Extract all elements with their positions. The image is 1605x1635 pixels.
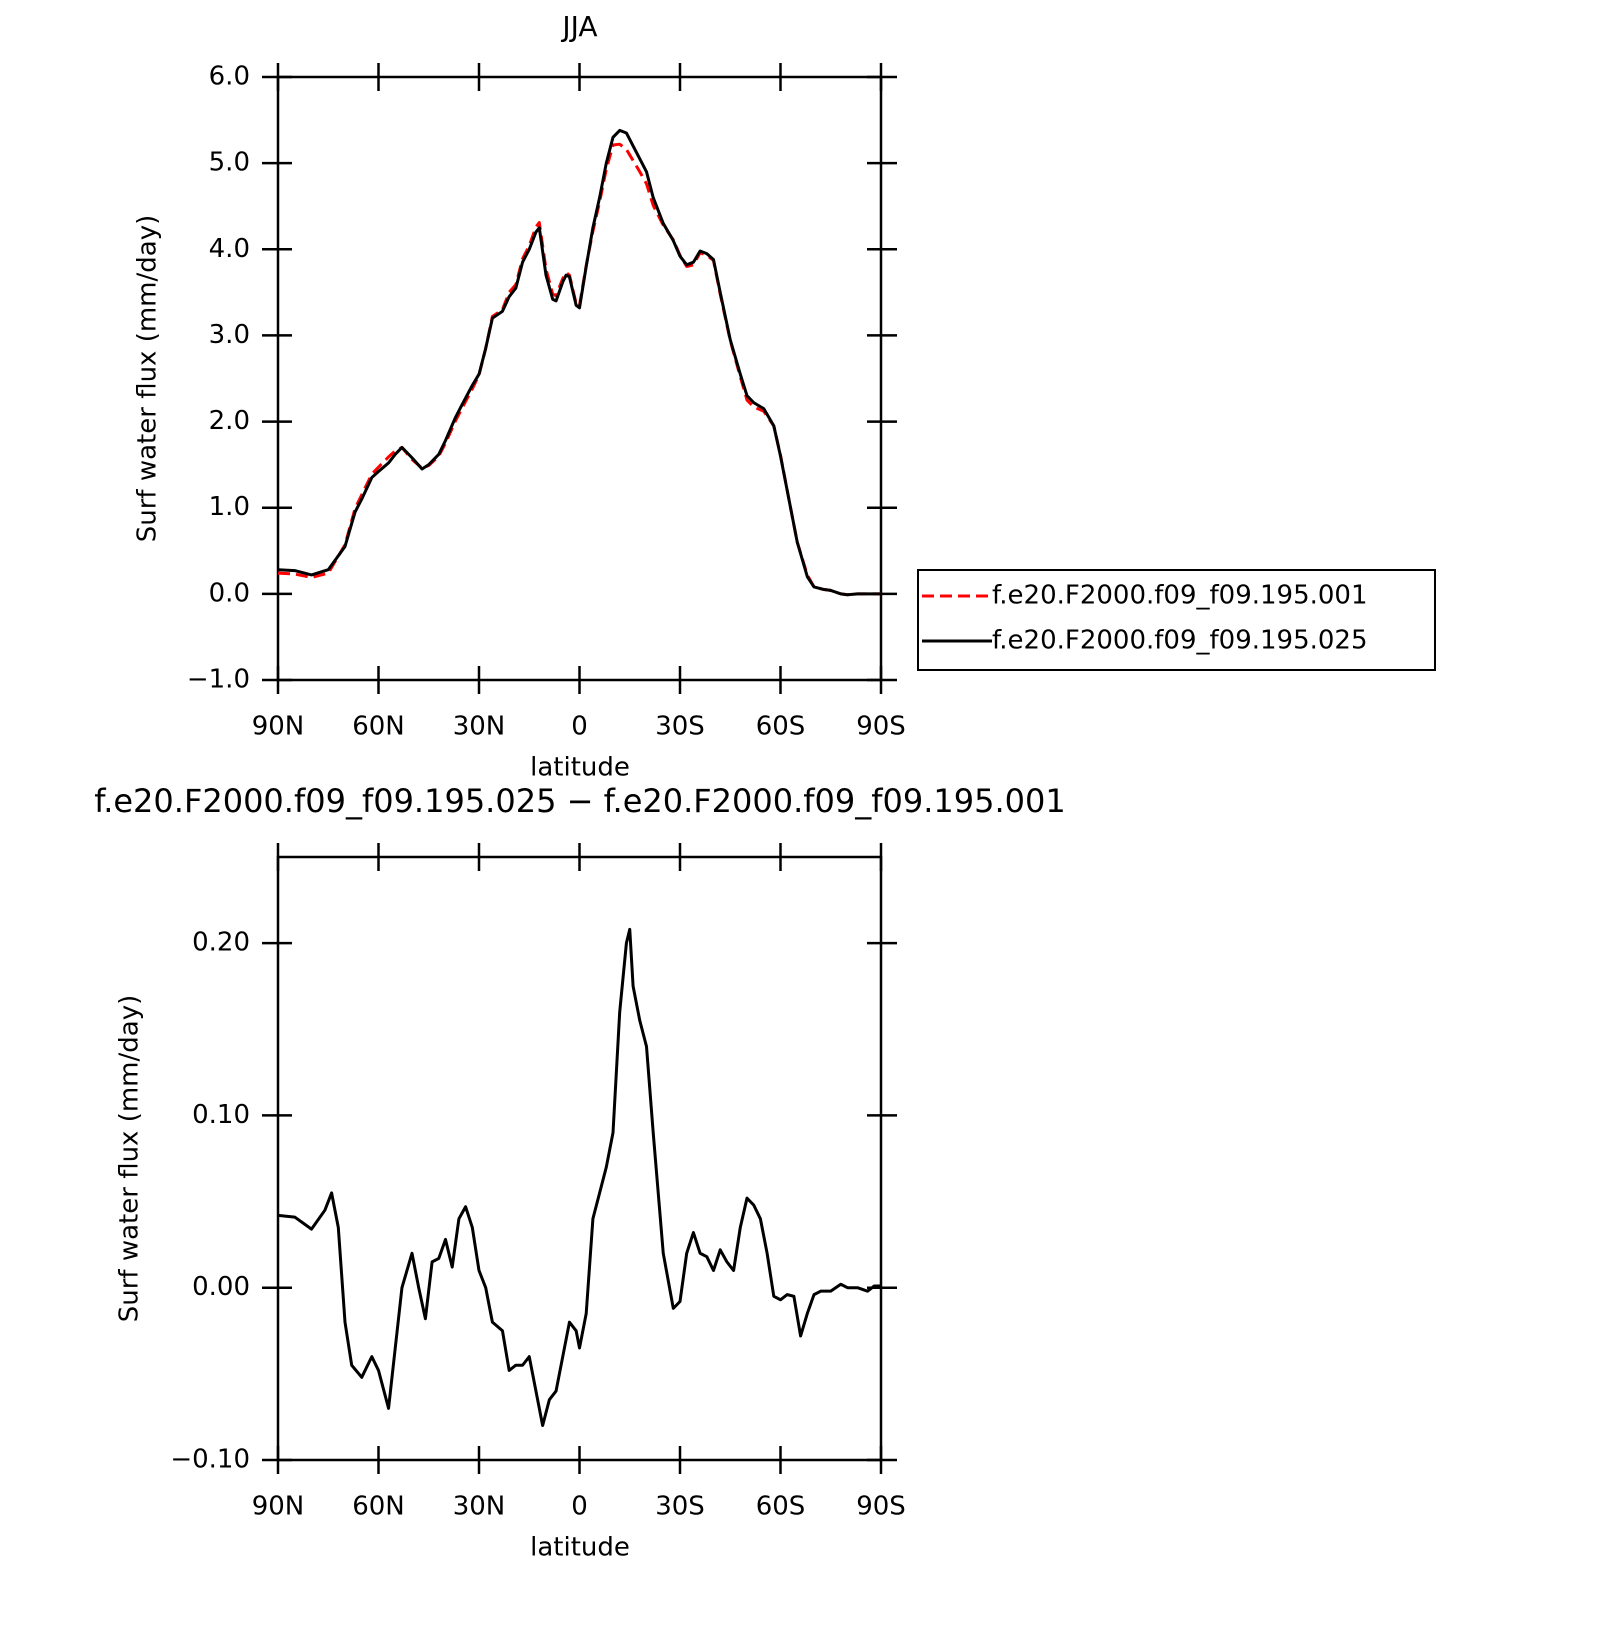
x-tick-label: 30S xyxy=(655,1492,705,1522)
y-axis-label: Surf water flux (mm/day) xyxy=(133,215,163,542)
data-line xyxy=(277,128,881,597)
y-tick-label: 1.0 xyxy=(209,492,250,522)
y-tick-label: 2.0 xyxy=(209,406,250,436)
data-line xyxy=(277,927,881,1428)
plot-frame xyxy=(276,75,883,682)
legend-box xyxy=(917,569,1436,671)
x-axis-label: latitude xyxy=(530,753,630,783)
y-tick-label: 0.00 xyxy=(192,1272,250,1302)
y-tick-label: 0.0 xyxy=(209,578,250,608)
plot-frame xyxy=(276,855,883,1462)
x-tick-label: 90N xyxy=(252,1492,305,1522)
legend-label: f.e20.F2000.f09_f09.195.025 xyxy=(992,626,1368,656)
x-tick-label: 90S xyxy=(856,1492,906,1522)
y-tick-label: 5.0 xyxy=(209,148,250,178)
x-tick-label: 60S xyxy=(756,712,806,742)
data-line xyxy=(277,142,881,597)
x-tick-label: 0 xyxy=(571,712,588,742)
x-tick-label: 60N xyxy=(352,712,405,742)
chart-title: JJA xyxy=(560,10,597,43)
x-axis-label: latitude xyxy=(530,1533,630,1563)
x-tick-label: 30N xyxy=(453,712,506,742)
x-tick-label: 30S xyxy=(655,712,705,742)
y-tick-label: −0.10 xyxy=(170,1445,250,1475)
y-tick-label: −1.0 xyxy=(187,665,250,695)
legend-label: f.e20.F2000.f09_f09.195.001 xyxy=(992,581,1368,611)
y-tick-label: 3.0 xyxy=(209,320,250,350)
y-tick-label: 0.20 xyxy=(192,928,250,958)
x-tick-label: 60S xyxy=(756,1492,806,1522)
y-tick-label: 6.0 xyxy=(209,62,250,92)
x-tick-label: 90S xyxy=(856,712,906,742)
x-tick-label: 0 xyxy=(571,1492,588,1522)
y-tick-label: 4.0 xyxy=(209,234,250,264)
x-tick-label: 90N xyxy=(252,712,305,742)
y-tick-label: 0.10 xyxy=(192,1100,250,1130)
chart-title: f.e20.F2000.f09_f09.195.025 − f.e20.F200… xyxy=(94,782,1066,820)
x-tick-label: 60N xyxy=(352,1492,405,1522)
y-axis-label: Surf water flux (mm/day) xyxy=(115,995,145,1322)
x-tick-label: 30N xyxy=(453,1492,506,1522)
